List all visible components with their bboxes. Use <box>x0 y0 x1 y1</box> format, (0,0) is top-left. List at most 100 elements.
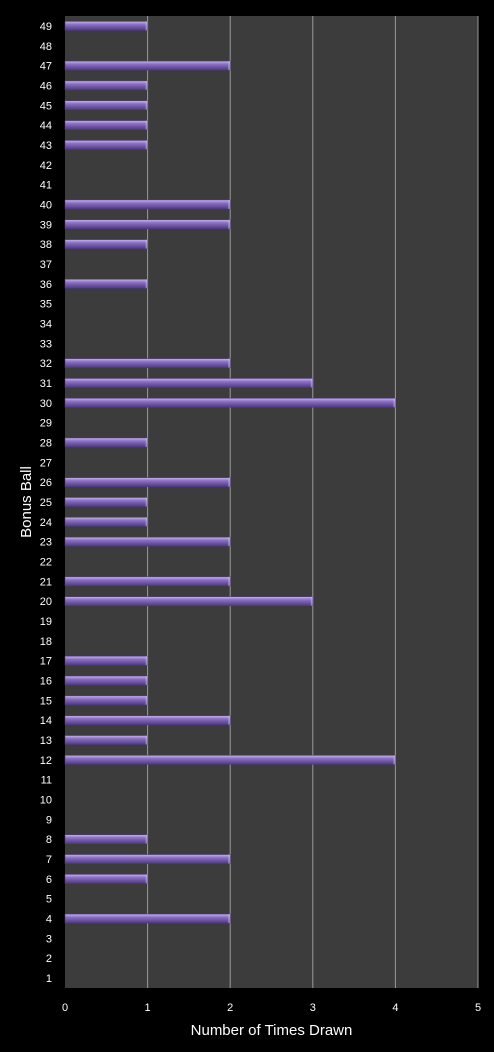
y-tick-label: 39 <box>40 219 52 231</box>
y-tick-label: 36 <box>40 279 52 291</box>
bar-end-cap <box>145 695 148 705</box>
bar-end-cap <box>228 576 231 586</box>
bar-end-cap <box>145 239 148 249</box>
bar-end-cap <box>145 676 148 686</box>
y-tick-label: 22 <box>40 557 52 569</box>
bars <box>64 21 396 924</box>
y-tick-label: 10 <box>40 795 52 807</box>
y-tick-label: 7 <box>46 854 52 866</box>
x-tick-label: 4 <box>392 1002 398 1014</box>
y-axis-title: Bonus Ball <box>18 466 35 538</box>
y-tick-label: 32 <box>40 358 52 370</box>
y-tick-label: 21 <box>40 576 52 588</box>
y-tick-label: 6 <box>46 874 52 886</box>
y-tick-label: 14 <box>40 715 52 727</box>
x-tick-label: 1 <box>145 1002 151 1014</box>
y-tick-label: 9 <box>46 814 52 826</box>
bar-ball-36 <box>64 279 148 289</box>
y-tick-label: 47 <box>40 61 52 73</box>
bar-end-cap <box>228 477 231 487</box>
y-tick-label: 35 <box>40 299 52 311</box>
y-tick-label: 37 <box>40 259 52 271</box>
y-tick-label: 23 <box>40 537 52 549</box>
bar-end-cap <box>228 61 231 71</box>
y-tick-label: 5 <box>46 894 52 906</box>
bar-end-cap <box>228 199 231 209</box>
bar-ball-6 <box>64 874 148 884</box>
y-tick-label: 34 <box>40 318 52 330</box>
bar-end-cap <box>310 378 313 388</box>
y-tick-label: 43 <box>40 140 52 152</box>
y-tick-labels: 1234567891011121314151617181920212223242… <box>40 21 52 985</box>
y-tick-label: 46 <box>40 80 52 92</box>
bar-end-cap <box>228 854 231 864</box>
bar-end-cap <box>228 219 231 229</box>
bar-end-cap <box>145 120 148 130</box>
gridlines <box>147 16 479 988</box>
y-tick-label: 26 <box>40 477 52 489</box>
x-tick-label: 3 <box>310 1002 316 1014</box>
y-tick-label: 17 <box>40 656 52 668</box>
bar-end-cap <box>145 517 148 527</box>
bar-ball-49 <box>64 21 148 31</box>
x-axis-title: Number of Times Drawn <box>191 1022 353 1039</box>
bar-ball-40 <box>64 199 231 210</box>
bar-ball-17 <box>64 655 148 666</box>
bar-ball-47 <box>64 60 231 71</box>
bar-end-cap <box>145 279 148 289</box>
y-tick-label: 33 <box>40 338 52 350</box>
x-tick-label: 0 <box>62 1002 68 1014</box>
y-tick-label: 49 <box>40 21 52 33</box>
bar-ball-43 <box>64 140 148 150</box>
bar-ball-24 <box>64 517 148 527</box>
bar-ball-7 <box>64 854 231 864</box>
bar-ball-30 <box>64 398 396 408</box>
y-tick-label: 48 <box>40 41 52 53</box>
y-tick-label: 28 <box>40 437 52 449</box>
bar-end-cap <box>145 874 148 884</box>
y-tick-label: 44 <box>40 120 52 132</box>
bar-ball-38 <box>64 239 148 249</box>
bar-ball-13 <box>64 735 148 745</box>
y-tick-label: 12 <box>40 755 52 767</box>
bar-end-cap <box>145 100 148 110</box>
y-tick-label: 41 <box>40 180 52 192</box>
bar-end-cap <box>145 140 148 150</box>
bar-ball-39 <box>64 219 231 230</box>
y-tick-label: 40 <box>40 199 52 211</box>
bar-ball-26 <box>64 477 231 487</box>
bar-end-cap <box>393 755 396 765</box>
bar-ball-4 <box>64 913 231 924</box>
bar-end-cap <box>228 715 231 725</box>
bar-ball-16 <box>64 675 148 686</box>
bar-ball-8 <box>64 834 148 844</box>
y-tick-label: 2 <box>46 953 52 965</box>
bar-end-cap <box>145 497 148 507</box>
y-tick-label: 19 <box>40 616 52 628</box>
bar-ball-45 <box>64 100 148 111</box>
y-tick-label: 15 <box>40 695 52 707</box>
y-tick-label: 8 <box>46 834 52 846</box>
bar-end-cap <box>228 358 231 368</box>
bar-end-cap <box>393 398 396 408</box>
bar-end-cap <box>228 914 231 924</box>
bar-ball-31 <box>64 378 314 388</box>
bar-end-cap <box>145 656 148 666</box>
bar-end-cap <box>145 21 148 31</box>
y-tick-label: 1 <box>46 973 52 985</box>
y-tick-label: 31 <box>40 378 52 390</box>
y-tick-label: 45 <box>40 100 52 112</box>
y-tick-label: 4 <box>46 914 52 926</box>
bar-end-cap <box>145 735 148 745</box>
bar-ball-25 <box>64 497 148 507</box>
y-tick-label: 27 <box>40 457 52 469</box>
bar-ball-14 <box>64 715 231 725</box>
bar-ball-23 <box>64 536 231 547</box>
y-tick-label: 30 <box>40 398 52 410</box>
bar-ball-28 <box>64 437 148 448</box>
y-tick-label: 38 <box>40 239 52 251</box>
bar-end-cap <box>145 437 148 447</box>
bar-ball-44 <box>64 120 148 130</box>
y-tick-label: 42 <box>40 160 52 172</box>
